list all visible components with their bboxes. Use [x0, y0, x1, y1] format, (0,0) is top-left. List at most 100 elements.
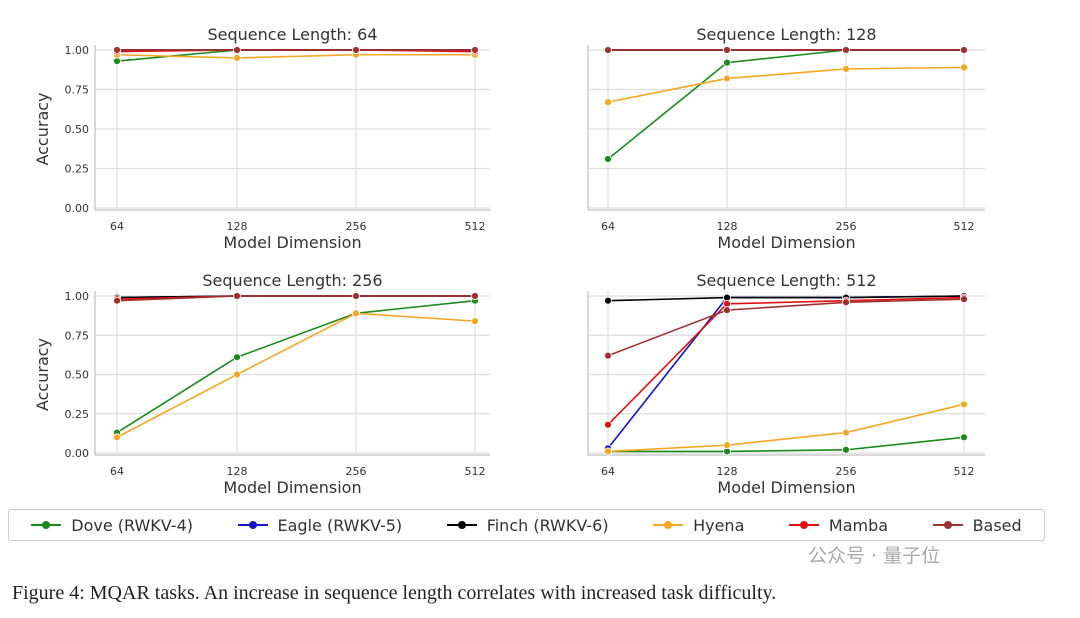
legend-item: Mamba	[788, 515, 889, 535]
data-point	[352, 292, 360, 300]
x-tick-label: 128	[717, 220, 738, 233]
x-tick-label: 512	[954, 465, 975, 478]
series-line	[607, 296, 965, 426]
legend: Dove (RWKV-4) Eagle (RWKV-5) Finch (RWKV-6…	[8, 509, 1045, 541]
x-tick-label: 64	[601, 220, 615, 233]
data-point	[842, 65, 850, 73]
y-tick-label: 0.75	[65, 84, 90, 97]
data-point	[723, 306, 731, 315]
series-line	[607, 295, 965, 449]
series-line	[607, 298, 965, 357]
data-point	[604, 46, 612, 54]
data-point	[352, 46, 360, 54]
x-tick-label: 256	[346, 220, 367, 233]
data-point	[604, 98, 612, 107]
data-point	[471, 292, 479, 300]
y-tick-label: 0.50	[65, 123, 90, 136]
subplot-title: Sequence Length: 64	[207, 25, 377, 44]
x-tick-label: 256	[836, 220, 857, 233]
y-tick-label: 0.25	[65, 408, 90, 421]
data-point	[960, 63, 968, 72]
y-tick-label: 1.00	[65, 290, 90, 303]
subplot-title: Sequence Length: 128	[696, 25, 876, 44]
x-tick-label: 128	[717, 465, 738, 478]
subplot-title: Sequence Length: 256	[202, 271, 382, 290]
data-point	[604, 296, 612, 305]
subplot-3: 64 128 256 512 Sequence Length: 512 Model Dim…	[587, 271, 985, 497]
x-axis-label: Model Dimension	[223, 233, 361, 252]
x-tick-label: 64	[601, 465, 615, 478]
x-tick-label: 128	[227, 465, 248, 478]
legend-swatch	[788, 521, 819, 529]
data-point	[723, 441, 731, 450]
legend-swatch	[932, 521, 963, 529]
series-line	[607, 49, 964, 160]
subplot-title: Sequence Length: 512	[696, 271, 876, 290]
data-point	[604, 351, 612, 360]
data-point	[604, 420, 612, 429]
data-point	[113, 296, 121, 305]
data-point	[113, 46, 121, 54]
series-line	[607, 66, 965, 103]
legend-item: Dove (RWKV-4)	[31, 516, 193, 535]
x-tick-label: 512	[465, 465, 486, 478]
y-tick-label: 1.00	[65, 44, 90, 57]
series-line	[116, 312, 476, 439]
watermark: 公众号 · 量子位	[808, 545, 941, 567]
data-point	[113, 433, 121, 442]
x-tick-label: 64	[110, 220, 124, 233]
legend-swatch	[237, 521, 268, 529]
legend-swatch	[446, 521, 477, 529]
x-axis-label: Model Dimension	[717, 233, 855, 252]
data-point	[233, 292, 241, 300]
data-point	[352, 309, 360, 318]
data-point	[842, 428, 850, 437]
y-tick-label: 0.75	[65, 329, 90, 342]
data-point	[471, 46, 479, 54]
data-point	[723, 74, 731, 83]
legend-label: Mamba	[828, 515, 889, 535]
subplot-0: 0.00 0.25 0.50 0.75 1.00 64 128 256 512 Sequence …	[33, 25, 490, 252]
data-point	[471, 317, 479, 326]
figure-caption: Figure 4: MQAR tasks. An increase in seq…	[12, 582, 777, 604]
y-axis-label: Accuracy	[33, 92, 52, 165]
x-axis-label: Model Dimension	[717, 478, 855, 497]
data-point	[960, 400, 968, 409]
series-line	[116, 295, 475, 302]
y-tick-label: 0.00	[65, 202, 90, 215]
x-tick-label: 256	[836, 465, 857, 478]
data-point	[960, 433, 968, 442]
chart-figure: 0.00 0.25 0.50 0.75 1.00 64 128 256 512 Sequence …	[33, 25, 985, 497]
y-tick-label: 0.50	[65, 369, 90, 382]
series-line	[608, 436, 965, 453]
data-point	[233, 353, 241, 362]
x-tick-label: 128	[227, 220, 248, 233]
data-point	[960, 295, 968, 304]
y-tick-label: 0.25	[65, 163, 90, 176]
x-tick-label: 512	[954, 220, 975, 233]
legend-item: Finch (RWKV-6)	[446, 516, 609, 535]
data-point	[233, 54, 241, 62]
legend-item: Hyena	[653, 516, 744, 535]
legend-item: Based	[932, 516, 1022, 535]
x-tick-label: 64	[110, 465, 124, 478]
data-point	[604, 155, 612, 163]
legend-label: Dove (RWKV-4)	[71, 515, 193, 535]
series-line	[116, 53, 475, 59]
legend-label: Hyena	[693, 515, 745, 535]
subplot-1: 64 128 256 512 Sequence Length: 128 Model Dim…	[587, 25, 985, 252]
data-point	[842, 298, 850, 307]
data-point	[233, 46, 241, 54]
x-axis-label: Model Dimension	[223, 478, 361, 497]
legend-label: Eagle (RWKV-5)	[277, 515, 403, 535]
legend-swatch	[31, 521, 62, 529]
legend-item: Eagle (RWKV-5)	[237, 515, 403, 535]
data-point	[960, 46, 968, 54]
legend-swatch	[653, 521, 684, 529]
x-tick-label: 512	[465, 220, 486, 233]
y-axis-label: Accuracy	[33, 338, 52, 411]
data-point	[233, 370, 241, 379]
subplot-2: 0.00 0.25 0.50 0.75 1.00 64 128 256 512 Sequence …	[33, 271, 490, 497]
series-line	[116, 299, 476, 434]
x-tick-label: 256	[346, 465, 367, 478]
